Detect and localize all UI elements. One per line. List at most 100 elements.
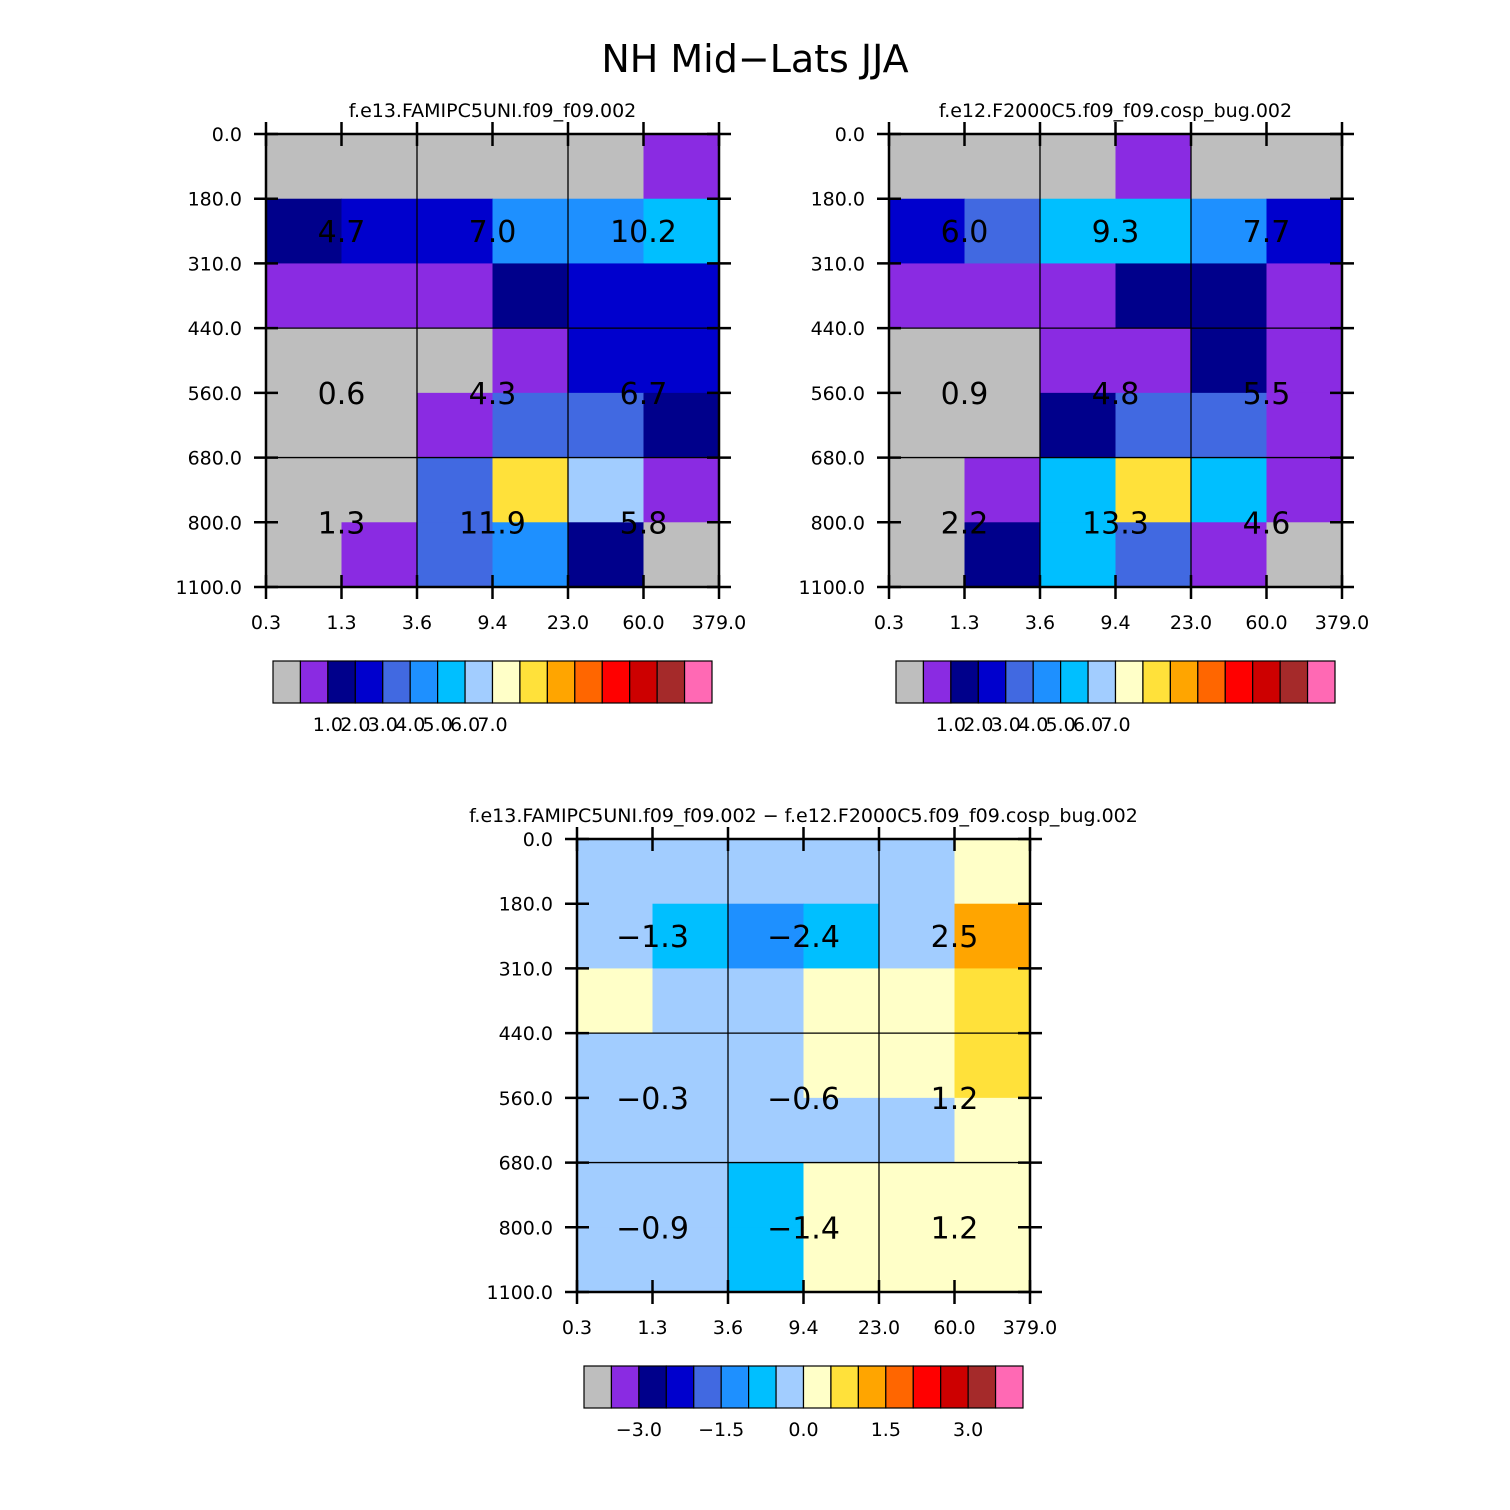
heatmap-cell bbox=[568, 457, 645, 523]
cell-value-label: 4.6 bbox=[1243, 506, 1291, 541]
colorbar-box bbox=[583, 1365, 613, 1409]
heatmap-cell bbox=[803, 968, 880, 1034]
heatmap-cell bbox=[803, 903, 880, 970]
heatmap-cell bbox=[1266, 457, 1343, 523]
y-tick-label: 180.0 bbox=[188, 189, 242, 211]
heatmap-cell bbox=[1191, 134, 1268, 200]
heatmap-cell bbox=[577, 1097, 654, 1164]
x-tick-label: 1.3 bbox=[637, 1317, 667, 1339]
heatmap-cell bbox=[954, 903, 1031, 970]
heatmap-cell bbox=[652, 1227, 729, 1293]
colorbar-box bbox=[382, 660, 411, 704]
heatmap-cell bbox=[417, 134, 494, 200]
heatmap-cell bbox=[341, 328, 418, 394]
x-tick-label: 379.0 bbox=[1003, 1317, 1057, 1339]
heatmap-cell bbox=[728, 839, 805, 905]
colorbar-box bbox=[1279, 660, 1309, 704]
x-tick-label: 23.0 bbox=[547, 612, 589, 634]
panel-title: f.e12.F2000C5.f09_f09.cosp_bug.002 bbox=[939, 100, 1292, 122]
heatmap-cell bbox=[643, 198, 720, 265]
heatmap-cell bbox=[879, 1097, 956, 1164]
heatmap-cell bbox=[652, 839, 729, 905]
heatmap-cell bbox=[954, 1227, 1031, 1293]
heatmap-cell bbox=[954, 1097, 1031, 1164]
colorbar-label: 1.5 bbox=[871, 1419, 901, 1441]
x-tick-label: 23.0 bbox=[858, 1317, 900, 1339]
colorbar-box bbox=[1114, 660, 1144, 704]
panel-title: f.e13.FAMIPC5UNI.f09_f09.002 − f.e12.F20… bbox=[469, 805, 1138, 827]
y-tick-label: 680.0 bbox=[188, 448, 242, 470]
colorbar-box bbox=[775, 1365, 805, 1409]
heatmap-cell bbox=[643, 457, 720, 523]
cell-value-label: 0.9 bbox=[941, 377, 989, 412]
cell-value-label: −0.3 bbox=[616, 1082, 689, 1117]
heatmap-cell bbox=[643, 328, 720, 394]
heatmap-cell bbox=[643, 263, 720, 329]
heatmap-cell bbox=[652, 1033, 729, 1099]
heatmap-cell bbox=[417, 263, 494, 329]
heatmap-cell bbox=[568, 392, 645, 459]
heatmap-cell bbox=[1115, 457, 1192, 523]
x-tick-label: 379.0 bbox=[1315, 612, 1369, 634]
heatmap-cell bbox=[889, 134, 966, 200]
y-tick-label: 0.0 bbox=[835, 124, 865, 146]
x-tick-label: 3.6 bbox=[713, 1317, 743, 1339]
heatmap-cell bbox=[643, 392, 720, 459]
colorbar-box bbox=[491, 660, 521, 704]
cell-value-label: 2.5 bbox=[931, 920, 979, 955]
colorbar-label: 2.0 bbox=[963, 714, 993, 736]
heatmap-cell bbox=[266, 457, 343, 523]
colorbar-box bbox=[656, 660, 686, 704]
heatmap-cell bbox=[577, 1033, 654, 1099]
heatmap-cell bbox=[266, 328, 343, 394]
cell-value-label: 1.3 bbox=[318, 506, 366, 541]
cell-value-label: 9.3 bbox=[1092, 215, 1140, 250]
colorbar-label: 6.0 bbox=[450, 714, 480, 736]
colorbar-box bbox=[940, 1365, 969, 1409]
heatmap-cell bbox=[879, 1033, 956, 1099]
heatmap-cell bbox=[417, 392, 494, 459]
y-tick-label: 800.0 bbox=[811, 512, 865, 534]
heatmap-cell bbox=[1115, 198, 1192, 265]
colorbar-box bbox=[895, 660, 925, 704]
heatmap-cell bbox=[803, 1033, 880, 1099]
colorbar-box bbox=[693, 1365, 722, 1409]
cell-value-label: 4.7 bbox=[318, 215, 366, 250]
colorbar-label: 5.0 bbox=[423, 714, 453, 736]
colorbar-label: 1.0 bbox=[313, 714, 343, 736]
heatmap-cell bbox=[728, 903, 805, 970]
cell-value-label: 0.6 bbox=[318, 377, 366, 412]
heatmap-cell bbox=[889, 328, 966, 394]
colorbar-label: −1.5 bbox=[698, 1419, 744, 1441]
heatmap-cell bbox=[1191, 522, 1268, 588]
x-tick-label: 1.3 bbox=[949, 612, 979, 634]
heatmap-cell bbox=[417, 198, 494, 265]
heatmap-cell bbox=[964, 328, 1041, 394]
heatmap-cell bbox=[1040, 522, 1117, 588]
colorbar-box bbox=[1142, 660, 1171, 704]
cell-value-label: 6.7 bbox=[620, 377, 668, 412]
heatmap-cell bbox=[879, 1227, 956, 1293]
heatmap-cell bbox=[803, 1162, 880, 1228]
colorbar-label: 6.0 bbox=[1073, 714, 1103, 736]
heatmap-cell bbox=[568, 522, 645, 588]
heatmap-cell bbox=[341, 392, 418, 459]
heatmap-cell bbox=[1266, 134, 1343, 200]
colorbar-box bbox=[1252, 660, 1281, 704]
main-title: NH Mid−Lats JJA bbox=[601, 37, 908, 81]
heatmap-cell bbox=[652, 1097, 729, 1164]
heatmap-cell bbox=[568, 328, 645, 394]
y-tick-label: 680.0 bbox=[499, 1153, 553, 1175]
colorbar-label: 0.0 bbox=[788, 1419, 818, 1441]
heatmap-cell bbox=[1115, 392, 1192, 459]
panel-difference: f.e13.FAMIPC5UNI.f09_f09.002 − f.e12.F20… bbox=[469, 805, 1138, 1441]
heatmap-cell bbox=[492, 457, 569, 523]
heatmap-cell bbox=[889, 522, 966, 588]
colorbar-box bbox=[629, 660, 658, 704]
y-tick-label: 1100.0 bbox=[176, 577, 242, 599]
heatmap-cell bbox=[266, 198, 343, 265]
cell-value-label: −1.3 bbox=[616, 920, 689, 955]
heatmap-cell bbox=[1040, 198, 1117, 265]
heatmap-cell bbox=[879, 903, 956, 970]
